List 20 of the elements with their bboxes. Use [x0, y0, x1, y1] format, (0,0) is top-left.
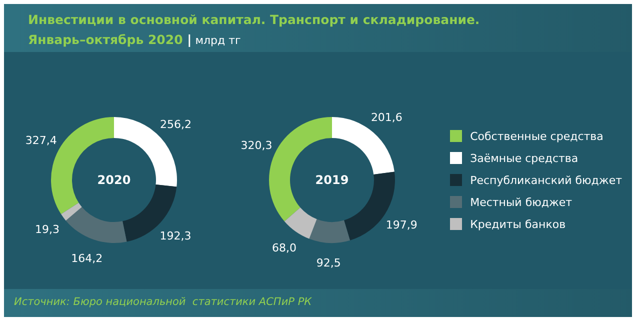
- chart-title: Инвестиции в основной капитал. Транспорт и складирование.: [28, 12, 480, 27]
- chart-subtitle: Январь–октябрь 2020 | млрд тг: [28, 32, 241, 47]
- slice-label: 2020: [97, 173, 131, 187]
- text: Источник: Бюро национальной статистики АСПиР РК: [14, 296, 312, 308]
- data-label: 197,9: [386, 218, 418, 232]
- data-label: 92,5: [316, 256, 341, 270]
- legend-label: Местный бюджет: [470, 196, 572, 208]
- slice-label: 2019: [315, 173, 349, 187]
- data-label: 320,3: [240, 139, 272, 152]
- legend-label: Собственные средства: [470, 130, 604, 142]
- data-label: 19,3: [35, 222, 60, 236]
- data-label: 164,2: [71, 252, 103, 265]
- legend-label: Республиканский бюджет: [470, 174, 622, 186]
- data-label: 201,6: [370, 111, 402, 124]
- legend-label: Заёмные средства: [470, 152, 578, 164]
- data-label: 192,3: [160, 229, 192, 242]
- data-label: 327,4: [25, 134, 57, 147]
- data-label: 256,2: [160, 118, 192, 132]
- data-label: 68,0: [272, 241, 297, 254]
- legend-label: Кредиты банков: [470, 218, 566, 230]
